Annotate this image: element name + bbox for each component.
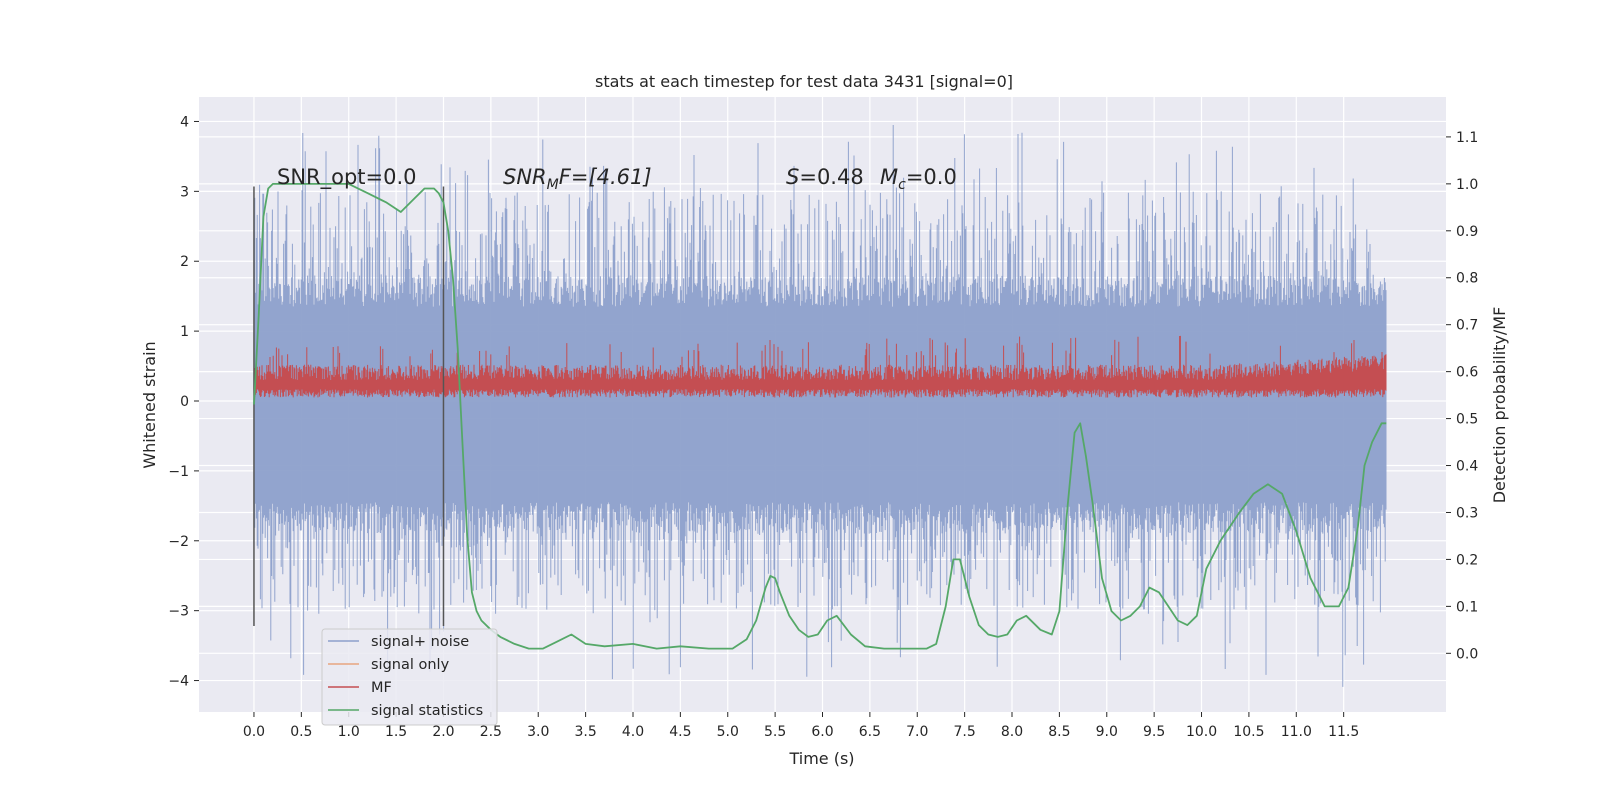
- x-tick-label: 7.0: [906, 724, 928, 740]
- x-tick-label: 2.5: [480, 724, 502, 740]
- x-tick-label: 5.5: [764, 724, 786, 740]
- y-tick-label: 1: [180, 324, 189, 340]
- annotation-snr-opt: SNR_opt=0.0: [277, 165, 417, 190]
- y2-tick-label: 0.0: [1456, 646, 1478, 662]
- legend-label-signal-only: signal only: [371, 657, 450, 673]
- chart-title: stats at each timestep for test data 343…: [595, 72, 1013, 91]
- y2-tick-label: 1.0: [1456, 177, 1478, 193]
- x-tick-label: 1.0: [338, 724, 360, 740]
- x-tick-label: 1.5: [385, 724, 407, 740]
- annotation-snr-mf: SNRMF=[4.61]: [503, 165, 652, 193]
- y-tick-label: 4: [180, 114, 189, 130]
- y2-tick-label: 1.1: [1456, 130, 1478, 146]
- y-tick-label: −1: [168, 464, 189, 480]
- x-tick-label: 3.0: [527, 724, 549, 740]
- x-tick-label: 0.5: [290, 724, 312, 740]
- y-tick-label: 0: [180, 394, 189, 410]
- y2-axis-ticks: 1.1 1.0 0.9 0.8 0.7 0.6 0.5 0.4 0.3 0.2 0.1 0.0: [1446, 130, 1478, 662]
- series-signal-statistics: [253, 182, 1387, 650]
- annotation-mc-value: =0.0: [906, 165, 957, 189]
- y2-tick-label: 0.7: [1456, 318, 1478, 334]
- signal-statistics-line: [253, 182, 1387, 650]
- legend: signal+ noise signal only MF signal stat…: [321, 628, 498, 726]
- x-tick-label: 11.5: [1328, 724, 1359, 740]
- vertical-markers: [253, 186, 445, 627]
- x-tick-label: 9.0: [1096, 724, 1118, 740]
- y2-tick-label: 0.8: [1456, 271, 1478, 287]
- x-tick-label: 4.5: [669, 724, 691, 740]
- y2-tick-label: 0.3: [1456, 505, 1478, 521]
- y-tick-label: 3: [180, 184, 189, 200]
- x-tick-label: 2.0: [432, 724, 454, 740]
- x-tick-label: 4.0: [622, 724, 644, 740]
- annotation-snr-mf-subscript: M: [547, 177, 559, 193]
- y2-tick-label: 0.5: [1456, 412, 1478, 428]
- legend-label-mf: MF: [371, 680, 392, 696]
- legend-box: [321, 628, 498, 726]
- y2-tick-label: 0.6: [1456, 365, 1478, 381]
- x-tick-label: 6.0: [811, 724, 833, 740]
- y-tick-label: −3: [168, 604, 189, 620]
- annotation-s-value: =0.48: [799, 165, 863, 189]
- annotation-snr-mf-value: F=[4.61]: [559, 165, 652, 189]
- y2-tick-label: 0.1: [1456, 599, 1478, 615]
- legend-label-signal-plus-noise: signal+ noise: [371, 634, 469, 650]
- annotation-mc-symbol: M: [880, 165, 898, 189]
- y2-axis-label: Detection probability/MF: [1490, 307, 1509, 504]
- y-tick-label: −2: [168, 534, 189, 550]
- y-tick-label: 2: [180, 254, 189, 270]
- x-tick-label: 8.0: [1001, 724, 1023, 740]
- annotation-s: S=0.48: [786, 165, 864, 189]
- legend-label-signal-statistics: signal statistics: [371, 703, 483, 719]
- x-tick-label: 3.5: [574, 724, 596, 740]
- x-tick-label: 7.5: [954, 724, 976, 740]
- y-axis-label: Whitened strain: [140, 341, 159, 468]
- x-tick-label: 11.0: [1281, 724, 1312, 740]
- x-tick-label: 6.5: [859, 724, 881, 740]
- x-tick-label: 0.0: [243, 724, 265, 740]
- x-tick-label: 10.0: [1186, 724, 1217, 740]
- x-axis-ticks: 0.0 0.5 1.0 1.5 2.0 2.5 3.0 3.5 4.0 4.5 5.0 5.5 6.0 6…: [243, 712, 1359, 740]
- x-tick-label: 10.5: [1233, 724, 1264, 740]
- y2-tick-label: 0.2: [1456, 552, 1478, 568]
- x-tick-label: 8.5: [1048, 724, 1070, 740]
- y2-tick-label: 0.4: [1456, 459, 1478, 475]
- annotation-s-symbol: S: [786, 165, 799, 189]
- x-tick-label: 9.5: [1143, 724, 1165, 740]
- x-axis-label: Time (s): [788, 749, 854, 768]
- annotation-mc: Mc=0.0: [880, 165, 957, 193]
- y2-tick-label: 0.9: [1456, 224, 1478, 240]
- x-tick-label: 5.0: [717, 724, 739, 740]
- annotation-mc-subscript: c: [898, 177, 906, 193]
- y-tick-label: −4: [168, 674, 189, 690]
- y-axis-ticks: 4 3 2 1 0 −1 −2 −3 −4: [168, 114, 199, 690]
- annotation-snr-mf-symbol: SNR: [503, 165, 547, 189]
